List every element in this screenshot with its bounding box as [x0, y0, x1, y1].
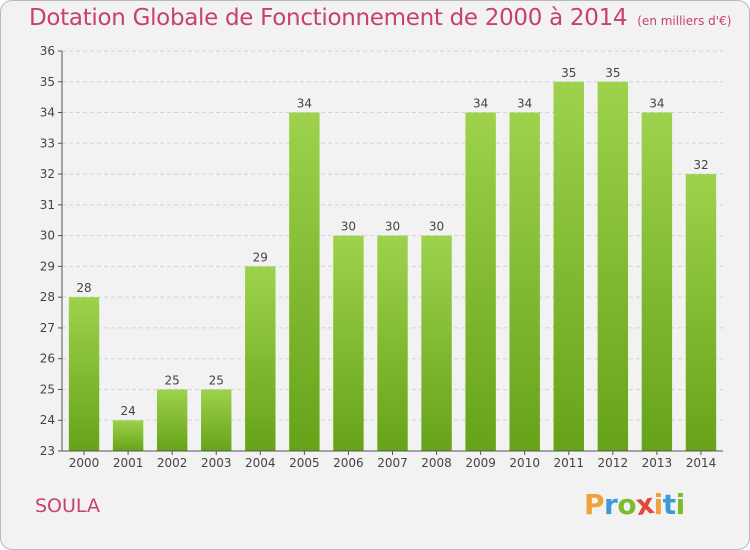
x-tick-label: 2003: [201, 456, 232, 470]
y-tick-label: 27: [40, 321, 55, 335]
x-tick-label: 2010: [509, 456, 540, 470]
data-label: 34: [649, 97, 664, 111]
data-label: 35: [561, 66, 576, 80]
y-tick-label: 36: [40, 44, 55, 58]
bar: [156, 389, 188, 451]
x-tick-label: 2000: [69, 456, 100, 470]
x-tick-label: 2005: [289, 456, 320, 470]
bar: [553, 81, 584, 452]
y-tick-label: 25: [40, 382, 55, 396]
bar: [641, 112, 673, 452]
y-tick-label: 34: [40, 106, 55, 120]
logo-letter: i: [653, 488, 664, 521]
data-labels: 28 24 25 25 29 34 30 30 30 34 34 35 35 34 32: [76, 66, 708, 418]
x-tick-label: 2002: [157, 456, 188, 470]
data-label: 35: [605, 66, 620, 80]
bar: [68, 297, 100, 451]
x-tick-label: 2006: [333, 456, 364, 470]
x-tick-label: 2012: [598, 456, 629, 470]
y-tick-label: 23: [40, 444, 55, 458]
data-label: 25: [209, 373, 224, 387]
x-tick-label: 2009: [465, 456, 496, 470]
data-label: 29: [253, 250, 268, 264]
x-tick-label: 2007: [377, 456, 408, 470]
data-label: 34: [297, 97, 312, 111]
logo-letter: t: [662, 488, 676, 521]
y-tick-label: 29: [40, 259, 55, 273]
bar: [377, 235, 408, 451]
y-tick-label: 24: [40, 413, 55, 427]
data-label: 25: [165, 373, 180, 387]
x-tick-label: 2004: [245, 456, 276, 470]
bar: [509, 112, 540, 452]
bar: [289, 112, 320, 452]
logo-letter: i: [675, 488, 686, 521]
x-tick-label: 2008: [421, 456, 452, 470]
bar: [421, 235, 452, 451]
data-label: 24: [120, 404, 135, 418]
chart-subtitle: (en milliers d'€): [637, 14, 732, 28]
chart-title: Dotation Globale de Fonctionnement de 20…: [29, 5, 731, 31]
bar: [245, 266, 276, 451]
data-label: 34: [517, 97, 532, 111]
commune-name: SOULA: [35, 495, 100, 517]
data-label: 30: [429, 220, 444, 234]
data-label: 30: [341, 220, 356, 234]
x-tick-label: 2013: [642, 456, 673, 470]
x-tick-label: 2001: [113, 456, 144, 470]
y-tick-label: 31: [40, 198, 55, 212]
y-tick-label: 33: [40, 136, 55, 150]
x-axis-ticks: 2000 2001 2002 2003 2004 2005 2006 2007 2008 2009…: [69, 451, 716, 470]
logo-letter: x: [633, 486, 656, 523]
logo-letter: r: [604, 488, 618, 521]
data-label: 28: [76, 281, 91, 295]
y-axis-ticks: 23 24 25 26 27 28 29 30 31 32 33 34 35 36: [40, 44, 62, 458]
y-tick-label: 35: [40, 75, 55, 89]
y-tick-label: 32: [40, 167, 55, 181]
chart-title-text: Dotation Globale de Fonctionnement de 20…: [29, 5, 628, 31]
bar: [685, 174, 717, 452]
bar: [112, 420, 144, 451]
bar: [597, 81, 629, 452]
proxiti-logo: Proxiti: [584, 486, 686, 523]
bar: [201, 389, 232, 451]
data-label: 32: [693, 158, 708, 172]
bar: [465, 112, 496, 452]
y-tick-label: 28: [40, 290, 55, 304]
x-tick-label: 2011: [553, 456, 584, 470]
data-label: 30: [385, 220, 400, 234]
bars: [68, 81, 717, 452]
x-tick-label: 2014: [686, 456, 717, 470]
logo-letter: P: [584, 488, 605, 521]
logo-letter: o: [617, 488, 637, 521]
y-tick-label: 26: [40, 352, 55, 366]
y-tick-label: 30: [40, 229, 55, 243]
data-label: 34: [473, 97, 488, 111]
bar: [333, 235, 364, 451]
